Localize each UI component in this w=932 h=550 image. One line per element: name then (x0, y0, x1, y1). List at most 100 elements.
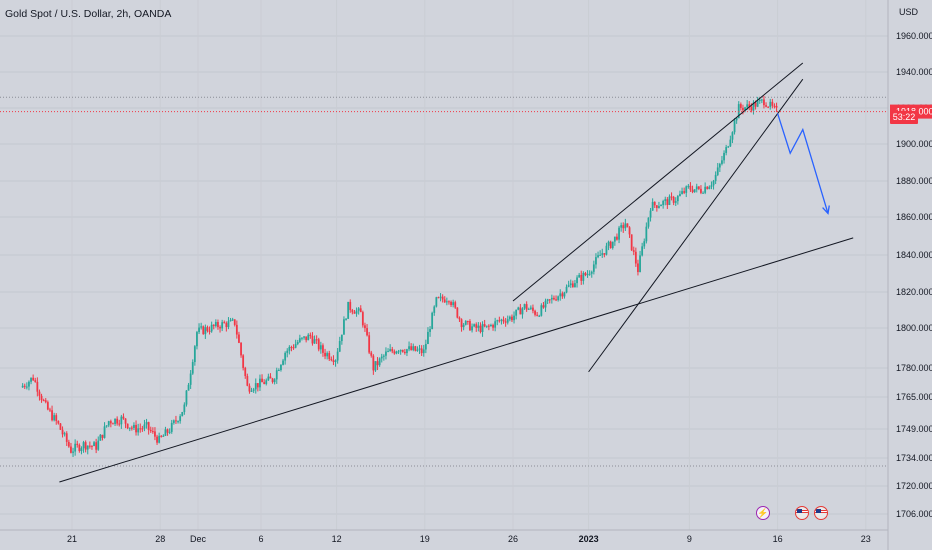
candle-body (607, 241, 610, 246)
candle-body (683, 191, 686, 193)
us-flag-icon[interactable] (814, 506, 828, 520)
candle-body (716, 167, 719, 175)
candle-body (389, 349, 392, 352)
candle-body (328, 353, 331, 360)
candle-body (53, 415, 56, 421)
candle-body (603, 253, 606, 255)
candle-body (597, 255, 599, 258)
candle-body (477, 325, 480, 328)
candle-body (376, 361, 379, 366)
candle-body (80, 448, 83, 452)
projection-arrowhead (822, 205, 830, 215)
candle-body (219, 327, 221, 329)
candle-body (674, 201, 677, 203)
bolt-icon[interactable]: ⚡ (756, 506, 770, 520)
candle-body (725, 147, 728, 153)
candle-body (571, 283, 574, 288)
candle-body (754, 102, 757, 107)
candle-body (626, 223, 629, 228)
candle-body (120, 416, 123, 425)
candle-body (401, 349, 404, 352)
candle-body (519, 307, 522, 315)
candle-body (370, 352, 373, 356)
candle-body (177, 421, 179, 423)
candle-body (422, 349, 425, 354)
candle-body (30, 377, 32, 382)
candle-body (307, 334, 310, 341)
candle-body (662, 200, 665, 206)
candle-body (420, 348, 423, 354)
candle-body (141, 428, 144, 430)
candle-body (385, 351, 387, 356)
candle-body (647, 217, 650, 227)
chart-title: Gold Spot / U.S. Dollar, 2h, OANDA (5, 8, 172, 20)
projection-path (776, 113, 829, 214)
candle-body (25, 386, 28, 388)
candle-body (382, 355, 385, 357)
candle-body (49, 409, 51, 411)
x-tick-label: Dec (190, 534, 207, 544)
x-tick-label: 21 (67, 534, 77, 544)
candle-body (609, 241, 612, 248)
candle-body (590, 271, 593, 274)
candle-body (70, 446, 72, 453)
candle-body (292, 347, 295, 349)
candle-body (204, 327, 207, 335)
candle-body (595, 257, 597, 265)
candle-body (214, 322, 217, 327)
candle-body (487, 325, 490, 327)
candle-body (706, 186, 709, 190)
candle-body (324, 352, 326, 357)
candle-body (771, 101, 774, 106)
candle-body (147, 422, 150, 430)
candle-body (357, 308, 360, 311)
candle-body (744, 107, 746, 111)
candle-body (277, 370, 280, 372)
candle-body (655, 205, 658, 208)
y-tick-label: 1840.000 (896, 250, 932, 260)
candle-body (702, 192, 704, 194)
candle-body (704, 186, 707, 193)
candle-body (334, 360, 337, 362)
candle-body (158, 435, 161, 443)
candle-body (105, 425, 108, 427)
candle-body (498, 320, 501, 322)
candle-body (267, 376, 270, 381)
candle-body (36, 381, 39, 392)
candle-body (649, 210, 652, 218)
candle-body (343, 319, 345, 335)
candle-body (523, 304, 526, 309)
candle-body (691, 189, 694, 193)
candle-body (679, 193, 681, 197)
candle-body (250, 390, 253, 392)
candle-body (538, 315, 541, 317)
candle-body (28, 381, 30, 387)
candle-body (504, 321, 507, 323)
candle-body (559, 293, 562, 297)
candle-body (721, 160, 723, 164)
candle-body (298, 338, 301, 343)
candle-body (172, 420, 175, 423)
x-tick-label: 6 (258, 534, 263, 544)
candle-body (517, 307, 520, 310)
candle-body (441, 296, 444, 300)
candle-body (84, 442, 87, 450)
y-tick-label: 1765.000 (896, 392, 932, 402)
us-flag-icon[interactable] (795, 506, 809, 520)
candle-body (641, 246, 644, 256)
candle-body (666, 199, 669, 205)
candle-body (355, 310, 358, 314)
candle-body (578, 274, 581, 278)
candle-body (162, 435, 165, 437)
candle-body (366, 328, 368, 336)
candle-body (305, 336, 308, 341)
candle-body (435, 297, 438, 307)
candle-body (206, 327, 209, 331)
candle-body (231, 319, 234, 321)
candle-body (168, 431, 171, 433)
candle-body (59, 423, 62, 430)
candle-body (685, 186, 688, 193)
candle-body (286, 350, 289, 353)
